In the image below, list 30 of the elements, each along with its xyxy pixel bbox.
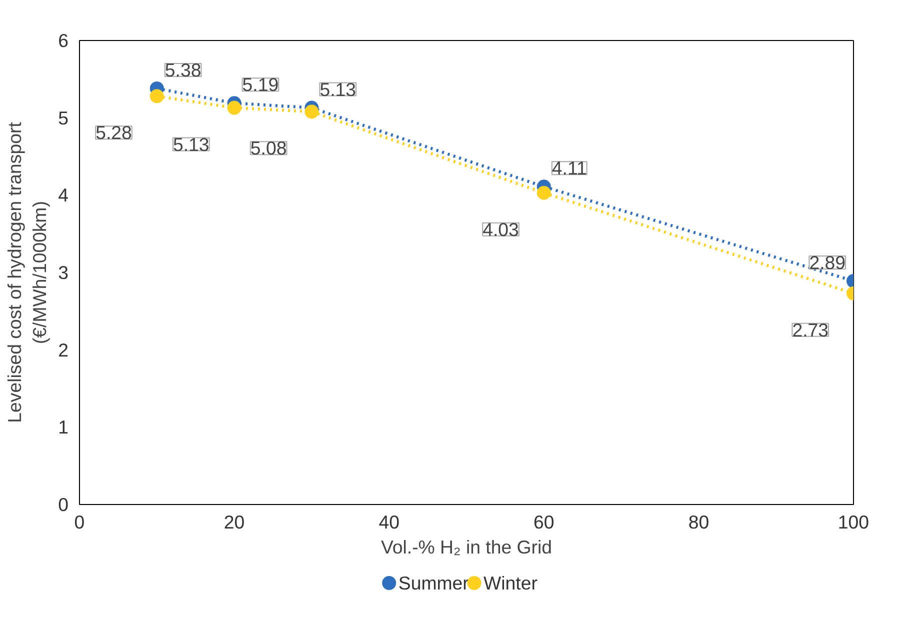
x-tick-label: 0 [74,512,85,532]
data-label: 5.13 [320,78,356,100]
data-label: 2.89 [809,252,846,274]
data-label: 5.38 [164,59,202,80]
legend-label: Summer [398,572,469,594]
x-axis-title: Vol.-% H₂ in the Grid [380,536,552,558]
y-tick-label: 1 [58,416,69,438]
data-label: 5.08 [250,138,287,159]
x-tick-label: 100 [838,512,870,532]
data-label: 5.13 [172,134,210,155]
x-tick-label: 80 [688,512,710,532]
y-tick-label: 5 [58,107,69,128]
point [150,89,164,104]
y-axis-title: Levelised cost of hydrogen transport (€/MWh/1000km) [4,121,50,423]
y-tick-label: 6 [58,30,69,51]
data-label: 4.03 [482,218,519,240]
data-label: 4.11 [552,158,587,179]
point [227,100,242,115]
y-tick-label: 3 [58,262,69,283]
x-tick-label: 60 [534,512,554,532]
data-label: 5.28 [96,122,132,144]
data-label: 5.19 [242,74,279,96]
y-tick-label: 2 [58,339,69,360]
y-tick-label: 4 [58,184,69,206]
y-tick-label: 0 [58,494,69,515]
data-label: 2.73 [792,319,828,340]
point [304,104,319,119]
x-tick-label: 20 [224,512,245,532]
x-tick-label: 40 [378,512,400,532]
legend-label: Winter [484,572,538,594]
